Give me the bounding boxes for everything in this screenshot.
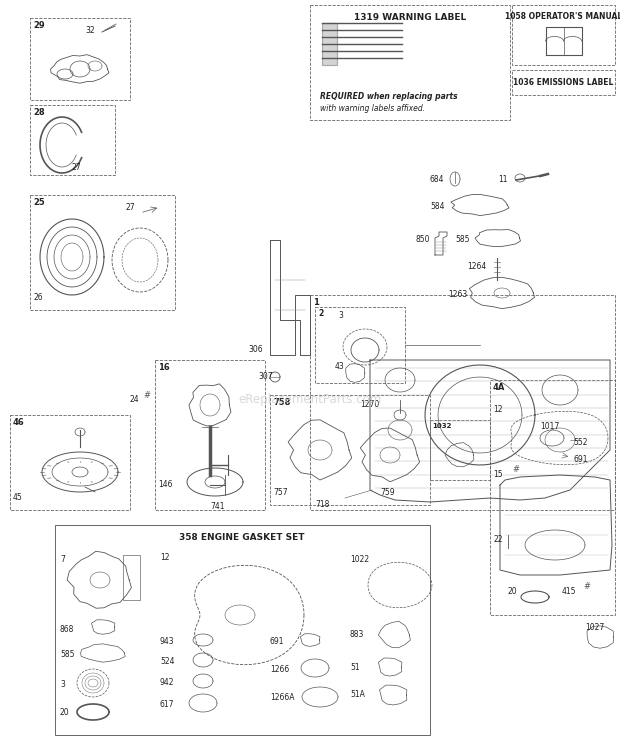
Bar [270, 395, 430, 505]
Text: 524: 524 [160, 657, 174, 666]
Text: 7: 7 [60, 555, 65, 564]
Text: eReplacementParts.com: eReplacementParts.com [238, 394, 382, 406]
Text: 585: 585 [60, 650, 74, 659]
Text: 27: 27 [125, 203, 135, 212]
Text: 1017: 1017 [541, 422, 560, 431]
Text: 11: 11 [498, 175, 508, 184]
Text: 691: 691 [573, 455, 588, 464]
Text: 850: 850 [415, 235, 430, 244]
Text: 1: 1 [313, 298, 319, 307]
Text: 2: 2 [318, 309, 323, 318]
Text: 27: 27 [72, 163, 82, 172]
Text: 1263: 1263 [448, 290, 467, 299]
Text: with warning labels affixed.: with warning labels affixed. [320, 104, 425, 113]
Text: 45: 45 [13, 493, 23, 502]
Text: 1032: 1032 [432, 423, 451, 429]
Text: #: # [583, 582, 590, 591]
Text: 12: 12 [160, 553, 169, 562]
Text: #: # [143, 391, 150, 400]
Text: 51: 51 [350, 663, 360, 672]
Text: 25: 25 [33, 198, 45, 207]
Bar [123, 555, 140, 600]
Text: 20: 20 [508, 587, 518, 596]
Text: 1266A: 1266A [270, 693, 294, 702]
Text: 358 ENGINE GASKET SET: 358 ENGINE GASKET SET [179, 533, 305, 542]
Bar [30, 195, 175, 310]
Text: 15: 15 [493, 470, 503, 479]
Text: 1266: 1266 [270, 665, 290, 674]
Text: 307: 307 [258, 372, 273, 381]
Text: 584: 584 [430, 202, 445, 211]
Text: 1022: 1022 [350, 555, 369, 564]
Bar [310, 295, 615, 510]
Text: 415: 415 [562, 587, 577, 596]
Text: 1319 WARNING LABEL: 1319 WARNING LABEL [354, 13, 466, 22]
Text: 32: 32 [85, 26, 95, 35]
Text: 1264: 1264 [467, 262, 486, 271]
Text: 868: 868 [60, 625, 74, 634]
Bar [322, 23, 337, 65]
Text: 29: 29 [33, 21, 45, 30]
Text: 1270: 1270 [360, 400, 379, 409]
Text: 1036 EMISSIONS LABEL: 1036 EMISSIONS LABEL [513, 78, 614, 87]
Text: 684: 684 [430, 175, 445, 184]
Bar [55, 525, 430, 735]
Text: 28: 28 [33, 108, 45, 117]
Bar [512, 5, 615, 65]
Text: 24: 24 [130, 395, 140, 404]
Text: 943: 943 [160, 637, 175, 646]
Bar [315, 307, 405, 383]
Text: 883: 883 [350, 630, 365, 639]
Bar [10, 415, 130, 510]
Text: 617: 617 [160, 700, 174, 709]
Bar [30, 18, 130, 100]
Bar [490, 380, 615, 615]
Text: 16: 16 [158, 363, 170, 372]
Bar [310, 5, 510, 120]
Text: 741: 741 [210, 502, 224, 511]
Text: 43: 43 [335, 362, 345, 371]
Text: 22: 22 [493, 535, 502, 544]
Text: 757: 757 [273, 488, 288, 497]
Text: 585: 585 [455, 235, 469, 244]
Polygon shape [322, 23, 337, 65]
Text: 718: 718 [315, 500, 329, 509]
Text: 12: 12 [493, 405, 502, 414]
Bar [30, 105, 115, 175]
Bar [155, 360, 265, 510]
Text: #: # [512, 465, 519, 474]
Text: 51A: 51A [350, 690, 365, 699]
Text: 759: 759 [380, 488, 394, 497]
Bar [512, 70, 615, 95]
Text: 20: 20 [60, 708, 69, 717]
Text: 26: 26 [33, 293, 43, 302]
Bar [430, 420, 490, 480]
Text: 758: 758 [273, 398, 290, 407]
Text: 1058 OPERATOR'S MANUAL: 1058 OPERATOR'S MANUAL [505, 12, 620, 21]
Text: 46: 46 [13, 418, 25, 427]
Text: REQUIRED when replacing parts: REQUIRED when replacing parts [320, 92, 458, 101]
Text: 942: 942 [160, 678, 174, 687]
Text: 146: 146 [158, 480, 172, 489]
Text: 4A: 4A [493, 383, 505, 392]
Text: 306: 306 [248, 345, 263, 354]
Text: 552: 552 [573, 438, 588, 447]
Text: 3: 3 [60, 680, 65, 689]
Text: 691: 691 [270, 637, 285, 646]
Text: 1027: 1027 [585, 623, 604, 632]
Text: 3: 3 [338, 311, 343, 320]
